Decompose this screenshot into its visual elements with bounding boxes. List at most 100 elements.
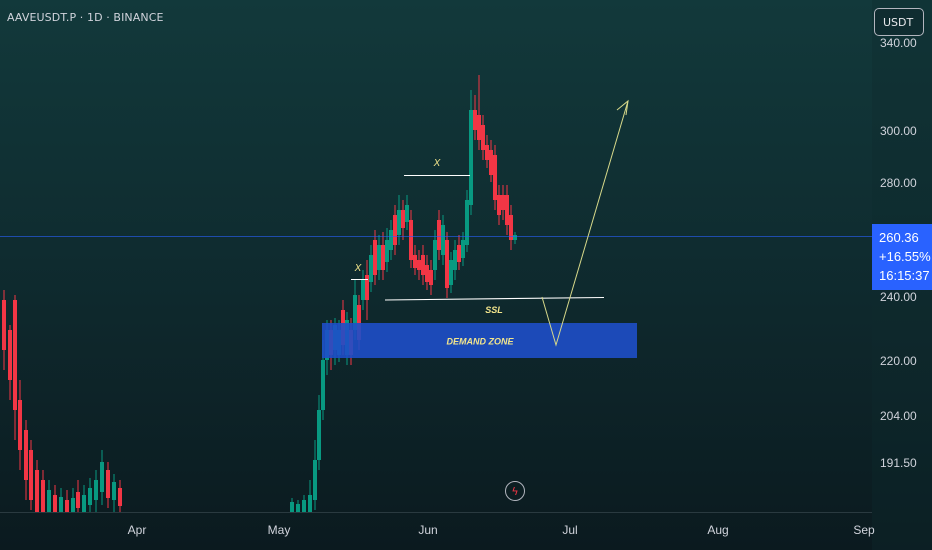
x-upper-label: X [433,158,441,169]
candle-body [76,492,80,508]
candle-body [100,462,104,492]
x-tick-label: Apr [128,523,147,537]
candle-body [457,245,461,262]
candle-body [112,482,116,500]
candle-body [8,330,12,380]
candle-body [405,205,409,222]
candle-body [71,498,75,512]
candle-body [453,250,457,270]
candle-body [461,240,465,258]
candle-body [373,240,377,275]
candle-body [449,260,453,285]
candle-body [397,210,401,235]
candle-body [417,260,421,270]
x-lower-label: X [354,263,362,274]
candle-body [53,495,57,512]
projection-arrowhead [616,99,629,116]
candle-body [377,245,381,270]
candle-body [353,295,357,330]
candle-body [369,255,373,282]
candle-body [290,502,294,512]
candle-body [35,470,39,512]
candle-body [473,110,477,130]
candle-body [308,495,312,512]
candle-body [2,300,6,350]
candle-body [389,230,393,250]
y-tick-label: 204.00 [880,409,917,423]
candles-group [2,75,517,512]
candle-body [497,195,501,215]
y-tick-label: 220.00 [880,354,917,368]
candle-body [485,145,489,160]
candle-body [477,115,481,140]
candle-body [296,504,300,512]
candle-body [106,470,110,498]
candle-body [13,300,17,410]
candle-body [481,125,485,150]
candle-body [429,270,433,285]
y-tick-label: 340.00 [880,36,917,50]
candle-body [94,480,98,500]
ssl-line [384,296,605,301]
x-tick-label: May [268,523,291,537]
currency-button[interactable]: USDT [874,8,924,36]
candle-body [41,480,45,512]
lightning-icon[interactable]: ϟ [505,481,525,501]
candle-body [489,150,493,175]
candle-body [24,430,28,480]
candle-body [493,155,497,200]
demand-zone-box [322,323,637,358]
candle-body [445,240,449,288]
x-tick-label: Aug [707,523,728,537]
candle-body [82,495,86,512]
x-tick-label: Sep [853,523,875,537]
candle-body [501,195,505,210]
candle-body [401,210,405,228]
candle-body [65,500,69,512]
candle-body [409,220,413,260]
candle-body [513,235,517,240]
y-tick-label: 191.50 [880,456,917,470]
candle-body [437,220,441,250]
ssl-label: SSL [485,305,503,315]
candle-body [357,305,361,340]
candle-body [59,497,63,512]
projection-path [541,100,629,347]
x-tick-label: Jul [562,523,577,537]
demand-zone-label: DEMAND ZONE [447,337,515,347]
candle-body [433,240,437,270]
x-tick-label: Jun [418,523,437,537]
candle-body [465,200,469,245]
candle-body [29,450,33,500]
last-price-tag: 260.36 +16.55% 16:15:37 [872,224,932,290]
price-change: +16.55% [879,249,931,264]
y-tick-label: 240.00 [880,290,917,304]
candle-body [441,225,445,255]
candle-body [421,255,425,275]
candle-body [469,110,473,205]
candle-body [313,460,317,500]
bar-countdown: 16:15:37 [879,268,930,283]
last-price: 260.36 [879,230,919,245]
candle-body [505,195,509,225]
candle-body [413,255,417,268]
candle-body [317,410,321,460]
candle-body [321,360,325,410]
candle-body [361,280,365,300]
y-tick-label: 280.00 [880,176,917,190]
x-axis-ticks: Apr May Jun Jul Aug Sep [128,523,875,537]
candle-body [385,240,389,262]
y-tick-label: 300.00 [880,124,917,138]
candle-body [47,490,51,512]
candle-body [302,500,306,512]
symbol-title: AAVEUSDT.P · 1D · BINANCE [7,11,164,24]
candle-body [509,215,513,240]
candle-body [365,275,369,300]
candle-body [393,215,397,245]
candle-body [118,488,122,506]
candle-body [425,265,429,282]
candle-body [381,245,385,270]
candle-body [18,400,22,450]
